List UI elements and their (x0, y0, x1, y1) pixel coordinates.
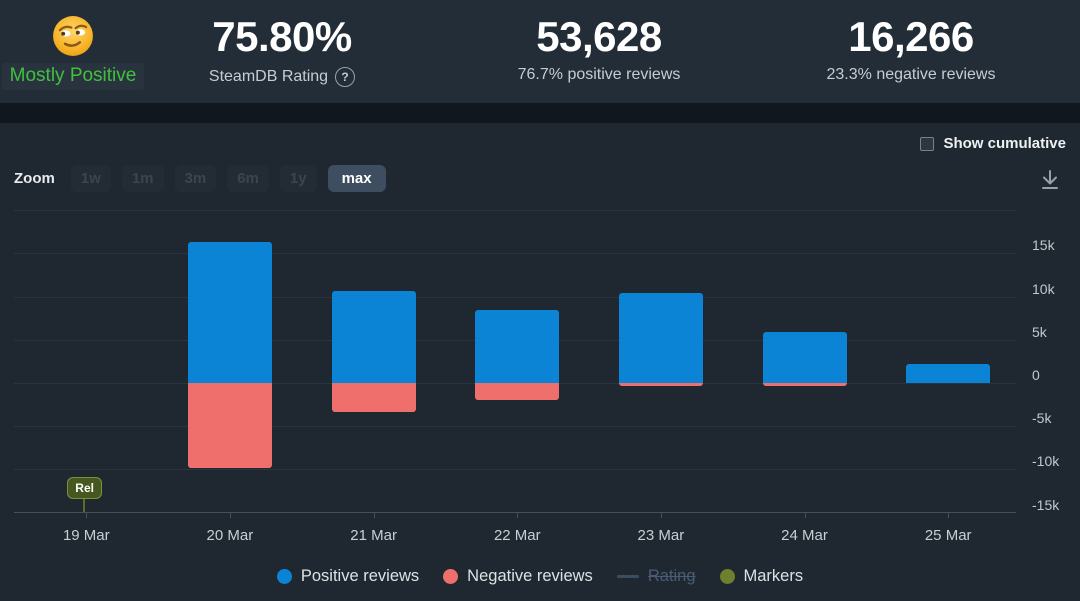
gridline (14, 253, 1016, 255)
x-axis-tick-21-mar (373, 512, 375, 518)
x-axis-label-21-mar: 21 Mar (350, 527, 397, 544)
legend-label-negative-reviews: Negative reviews (467, 567, 593, 585)
download-icon[interactable] (1036, 166, 1064, 194)
zoom-label: Zoom (14, 169, 55, 187)
bar-negative-21-mar[interactable] (331, 383, 416, 412)
y-axis-label-0: 0 (1032, 367, 1040, 383)
zoom-range-3m: 3m (184, 169, 207, 187)
gridline (14, 296, 1016, 298)
y-axis-label-5k: 5k (1032, 323, 1047, 340)
x-axis-label-24-mar: 24 Mar (781, 527, 828, 544)
legend-item-positive-reviews[interactable]: Positive reviews (276, 567, 420, 586)
bar-positive-24-mar[interactable] (762, 332, 847, 383)
gridline (14, 426, 1016, 428)
show-cumulative-checkbox[interactable] (920, 136, 935, 151)
release-marker-stem (83, 499, 86, 512)
legend-label-markers: Markers (743, 567, 804, 585)
bar-negative-24-mar[interactable] (762, 383, 847, 386)
rating-summary-label: Mostly Positive (2, 63, 145, 90)
section-divider (0, 103, 1080, 123)
smirking-face-emoji (53, 16, 93, 56)
zoom-range-1w: 1w (80, 169, 101, 187)
bar-positive-22-mar[interactable] (475, 309, 560, 383)
positive-count-label: 76.7% positive reviews (517, 66, 681, 83)
positive-count-value: 53,628 (536, 13, 662, 60)
bar-positive-25-mar[interactable] (906, 364, 991, 383)
stat-steamdb-rating: 75.80% SteamDB Rating ? (172, 0, 392, 103)
zoom-range-toolbar: Zoom 1w 1m 3m 6m 1y max (14, 163, 397, 193)
chart-legend: Positive reviews Negative reviews Rating Ma… (0, 567, 1080, 586)
header-stats-bar: Mostly Positive 75.80% SteamDB Rating ? … (0, 0, 1080, 103)
negative-count-label: 23.3% negative reviews (826, 66, 996, 83)
legend-item-markers[interactable]: Markers (719, 567, 804, 586)
legend-marker-negative-reviews (443, 569, 459, 584)
y-axis-label-15k: 15k (1032, 237, 1055, 254)
x-axis-label-25-mar: 25 Mar (924, 527, 972, 544)
x-axis-line (14, 512, 1016, 513)
bar-negative-23-mar[interactable] (618, 383, 703, 386)
x-axis-tick-25-mar (948, 512, 950, 518)
gridline (14, 210, 1016, 212)
release-marker-badge[interactable]: Rel (67, 477, 102, 499)
x-axis-label-22-mar: 22 Mar (493, 527, 541, 544)
x-axis-label-19-mar: 19 Mar (62, 527, 110, 544)
y-axis-label--10k: -10k (1032, 453, 1060, 470)
x-axis-tick-19-mar (86, 512, 88, 518)
legend-marker-rating (616, 575, 639, 578)
y-axis-label-10k: 10k (1032, 280, 1055, 297)
y-axis-label--5k: -5k (1032, 410, 1052, 427)
y-axis-label--15k: -15k (1032, 496, 1060, 513)
legend-item-rating[interactable]: Rating (616, 567, 696, 586)
show-cumulative-label[interactable]: Show cumulative (943, 135, 1066, 152)
negative-count-value: 16,266 (848, 13, 974, 60)
x-axis-label-20-mar: 20 Mar (206, 527, 254, 544)
x-axis-tick-23-mar (660, 512, 662, 518)
legend-label-positive-reviews: Positive reviews (300, 567, 420, 585)
steamdb-rating-value: 75.80% (212, 13, 352, 60)
legend-marker-positive-reviews (276, 569, 292, 584)
rating-summary: Mostly Positive (0, 0, 146, 103)
bar-positive-20-mar[interactable] (187, 242, 272, 383)
steamdb-rating-label: SteamDB Rating (208, 68, 329, 85)
x-axis-label-23-mar: 23 Mar (637, 527, 685, 544)
zoom-range-1y: 1y (289, 169, 307, 187)
x-axis-tick-22-mar (517, 512, 519, 518)
stat-negative-reviews: 16,266 23.3% negative reviews (791, 0, 1031, 103)
bar-negative-22-mar[interactable] (475, 383, 560, 401)
legend-item-negative-reviews[interactable]: Negative reviews (443, 567, 593, 586)
help-icon[interactable]: ? (335, 67, 356, 87)
show-cumulative-toggle[interactable]: Show cumulative (920, 136, 1066, 151)
bar-positive-23-mar[interactable] (618, 293, 703, 383)
stat-positive-reviews: 53,628 76.7% positive reviews (479, 0, 719, 103)
legend-marker-markers (719, 569, 735, 584)
bar-positive-21-mar[interactable] (331, 290, 416, 383)
bar-negative-20-mar[interactable] (187, 383, 272, 468)
gridline (14, 469, 1016, 471)
zoom-range-6m: 6m (237, 169, 259, 187)
x-axis-tick-20-mar (229, 512, 231, 518)
zoom-range-max[interactable]: max (327, 164, 386, 192)
zoom-range-1m: 1m (131, 169, 154, 187)
legend-label-rating: Rating (647, 567, 696, 585)
x-axis-tick-24-mar (804, 512, 806, 518)
